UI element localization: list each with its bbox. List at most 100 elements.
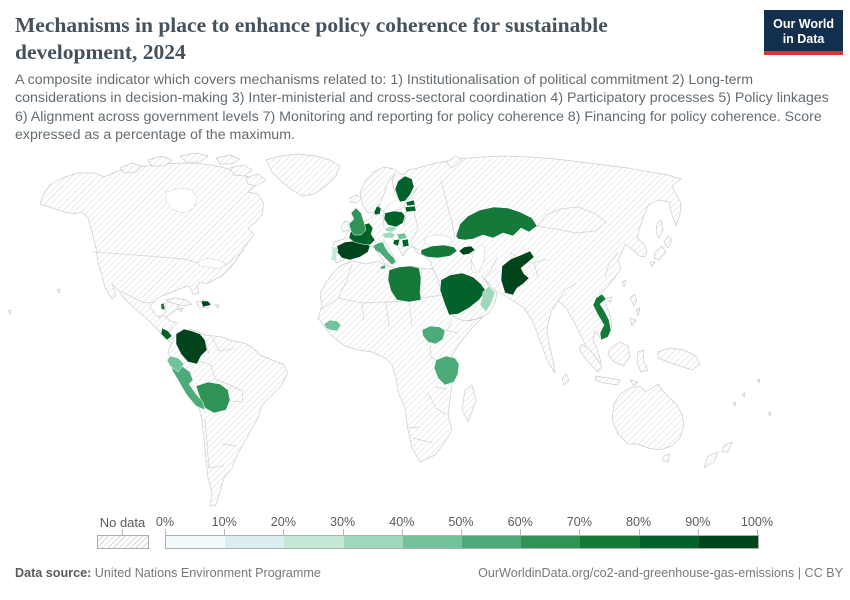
landmass-philippines bbox=[629, 293, 641, 327]
great-lakes bbox=[197, 257, 227, 270]
country-ecuador[interactable] bbox=[166, 355, 185, 373]
landmass-pacific-islands bbox=[7, 288, 772, 417]
owid-logo[interactable]: Our World in Data bbox=[764, 10, 843, 55]
country-peru[interactable] bbox=[171, 363, 206, 411]
country-poland[interactable] bbox=[383, 210, 406, 228]
legend-tick bbox=[401, 529, 403, 535]
country-colombia[interactable] bbox=[175, 328, 208, 365]
landmass-greenland bbox=[265, 153, 341, 197]
country-portugal[interactable] bbox=[330, 245, 339, 262]
data-source-label: Data source: bbox=[15, 566, 92, 580]
footer-attribution: OurWorldinData.org/co2-and-greenhouse-ga… bbox=[478, 566, 843, 580]
country-italy[interactable] bbox=[372, 241, 397, 270]
legend-tick bbox=[224, 529, 226, 535]
country-pakistan[interactable] bbox=[500, 250, 535, 296]
landmass-new-zealand bbox=[703, 441, 733, 469]
inland-water-layer bbox=[165, 187, 486, 273]
caspian-sea bbox=[470, 245, 486, 273]
legend-tick-label: 90% bbox=[685, 515, 711, 529]
country-denmark[interactable] bbox=[373, 205, 382, 216]
legend-tick bbox=[520, 529, 522, 535]
legend-tick-marks bbox=[165, 529, 758, 535]
landmass-tasmania bbox=[661, 453, 671, 463]
legend-bin-60-70[interactable] bbox=[521, 536, 581, 548]
legend-tick bbox=[697, 529, 699, 535]
landmass-madagascar bbox=[461, 384, 477, 423]
data-source-value: United Nations Environment Programme bbox=[94, 566, 321, 580]
legend-tick-label: 30% bbox=[329, 515, 356, 529]
landmass-sri-lanka bbox=[561, 373, 570, 386]
landmass-arctic-islands bbox=[119, 152, 267, 187]
country-estonia[interactable] bbox=[405, 199, 416, 207]
country-azerbaijan[interactable] bbox=[458, 245, 476, 256]
landmass-indonesia bbox=[578, 341, 649, 387]
legend-no-data-swatch[interactable] bbox=[97, 535, 149, 549]
legend-tick-label: 80% bbox=[625, 515, 652, 529]
legend-bin-90-100[interactable] bbox=[698, 536, 759, 548]
legend-bin-70-80[interactable] bbox=[580, 536, 640, 548]
legend-tick bbox=[579, 529, 581, 535]
owid-logo-line1: Our World bbox=[773, 17, 834, 31]
legend-no-data-tick bbox=[122, 529, 123, 535]
legend-color-bar[interactable] bbox=[165, 535, 759, 549]
legend-tick bbox=[165, 529, 166, 535]
landmass-iceland bbox=[349, 194, 363, 204]
landmass-australia bbox=[611, 383, 685, 451]
legend-tick bbox=[461, 529, 462, 535]
country-latvia[interactable] bbox=[404, 205, 417, 213]
country-croatia[interactable] bbox=[392, 238, 401, 247]
country-finland[interactable] bbox=[394, 175, 415, 203]
legend-bin-30-40[interactable] bbox=[343, 536, 403, 548]
legend-tick-label: 50% bbox=[448, 515, 474, 529]
landmass-sakhalin bbox=[655, 219, 664, 239]
country-oman[interactable] bbox=[479, 285, 496, 313]
legend-tick-label: 60% bbox=[507, 515, 533, 529]
country-serbia[interactable] bbox=[401, 238, 410, 248]
owid-logo-line2: in Data bbox=[782, 31, 825, 46]
legend-tick-label: 10% bbox=[211, 515, 237, 529]
legend-bin-20-30[interactable] bbox=[284, 536, 344, 548]
world-choropleth-map[interactable] bbox=[0, 150, 850, 512]
legend-bin-40-50[interactable] bbox=[402, 536, 463, 548]
landmass-new-guinea bbox=[657, 347, 701, 371]
legend-tick bbox=[638, 529, 640, 535]
country-spain[interactable] bbox=[336, 240, 371, 261]
country-czechia[interactable] bbox=[384, 225, 398, 233]
legend-tick-label: 20% bbox=[270, 515, 296, 529]
country-belize[interactable] bbox=[160, 302, 166, 311]
legend-bin-0-10[interactable] bbox=[166, 536, 226, 548]
country-austria[interactable] bbox=[381, 231, 396, 239]
hudson-bay bbox=[165, 187, 198, 214]
country-libya[interactable] bbox=[387, 265, 422, 303]
country-turkey[interactable] bbox=[420, 244, 458, 259]
page-title: Mechanisms in place to enhance policy co… bbox=[15, 13, 608, 64]
country-kazakhstan[interactable] bbox=[455, 206, 538, 241]
legend-tick-label: 0% bbox=[155, 515, 175, 529]
legend-bin-50-60[interactable] bbox=[462, 536, 522, 548]
country-hungary[interactable] bbox=[396, 232, 408, 241]
country-south-sudan[interactable] bbox=[421, 325, 446, 345]
legend-tick-label: 40% bbox=[389, 515, 415, 529]
country-borders-layer bbox=[91, 179, 619, 469]
landmass-north-america bbox=[39, 162, 265, 349]
legend-bin-80-90[interactable] bbox=[639, 536, 699, 548]
landmass-japan bbox=[649, 235, 673, 268]
legend-tick bbox=[342, 529, 344, 535]
black-sea bbox=[423, 234, 453, 248]
country-saudi-arabia[interactable] bbox=[439, 272, 487, 316]
legend-tick-labels: 0% 10% 20% 30% 40% 50% 60% 70% 80% 90% 100% bbox=[156, 515, 773, 529]
chart-subtitle: A composite indicator which covers mecha… bbox=[15, 72, 829, 144]
legend-no-data-label: No data bbox=[99, 515, 146, 530]
legend-tick bbox=[283, 529, 285, 535]
country-vietnam[interactable] bbox=[592, 293, 612, 341]
country-united-kingdom[interactable] bbox=[348, 207, 367, 236]
landmass-taiwan-hainan bbox=[606, 279, 627, 304]
country-guinea[interactable] bbox=[323, 319, 342, 332]
landmass-novaya-zemlya bbox=[445, 155, 463, 169]
country-dominican-republic[interactable] bbox=[200, 300, 212, 308]
country-tanzania[interactable] bbox=[433, 355, 460, 386]
colored-countries-layer bbox=[160, 175, 612, 414]
country-costa-rica[interactable] bbox=[160, 327, 173, 341]
legend-bin-10-20[interactable] bbox=[225, 536, 285, 548]
legend-tick-label: 70% bbox=[566, 515, 592, 529]
